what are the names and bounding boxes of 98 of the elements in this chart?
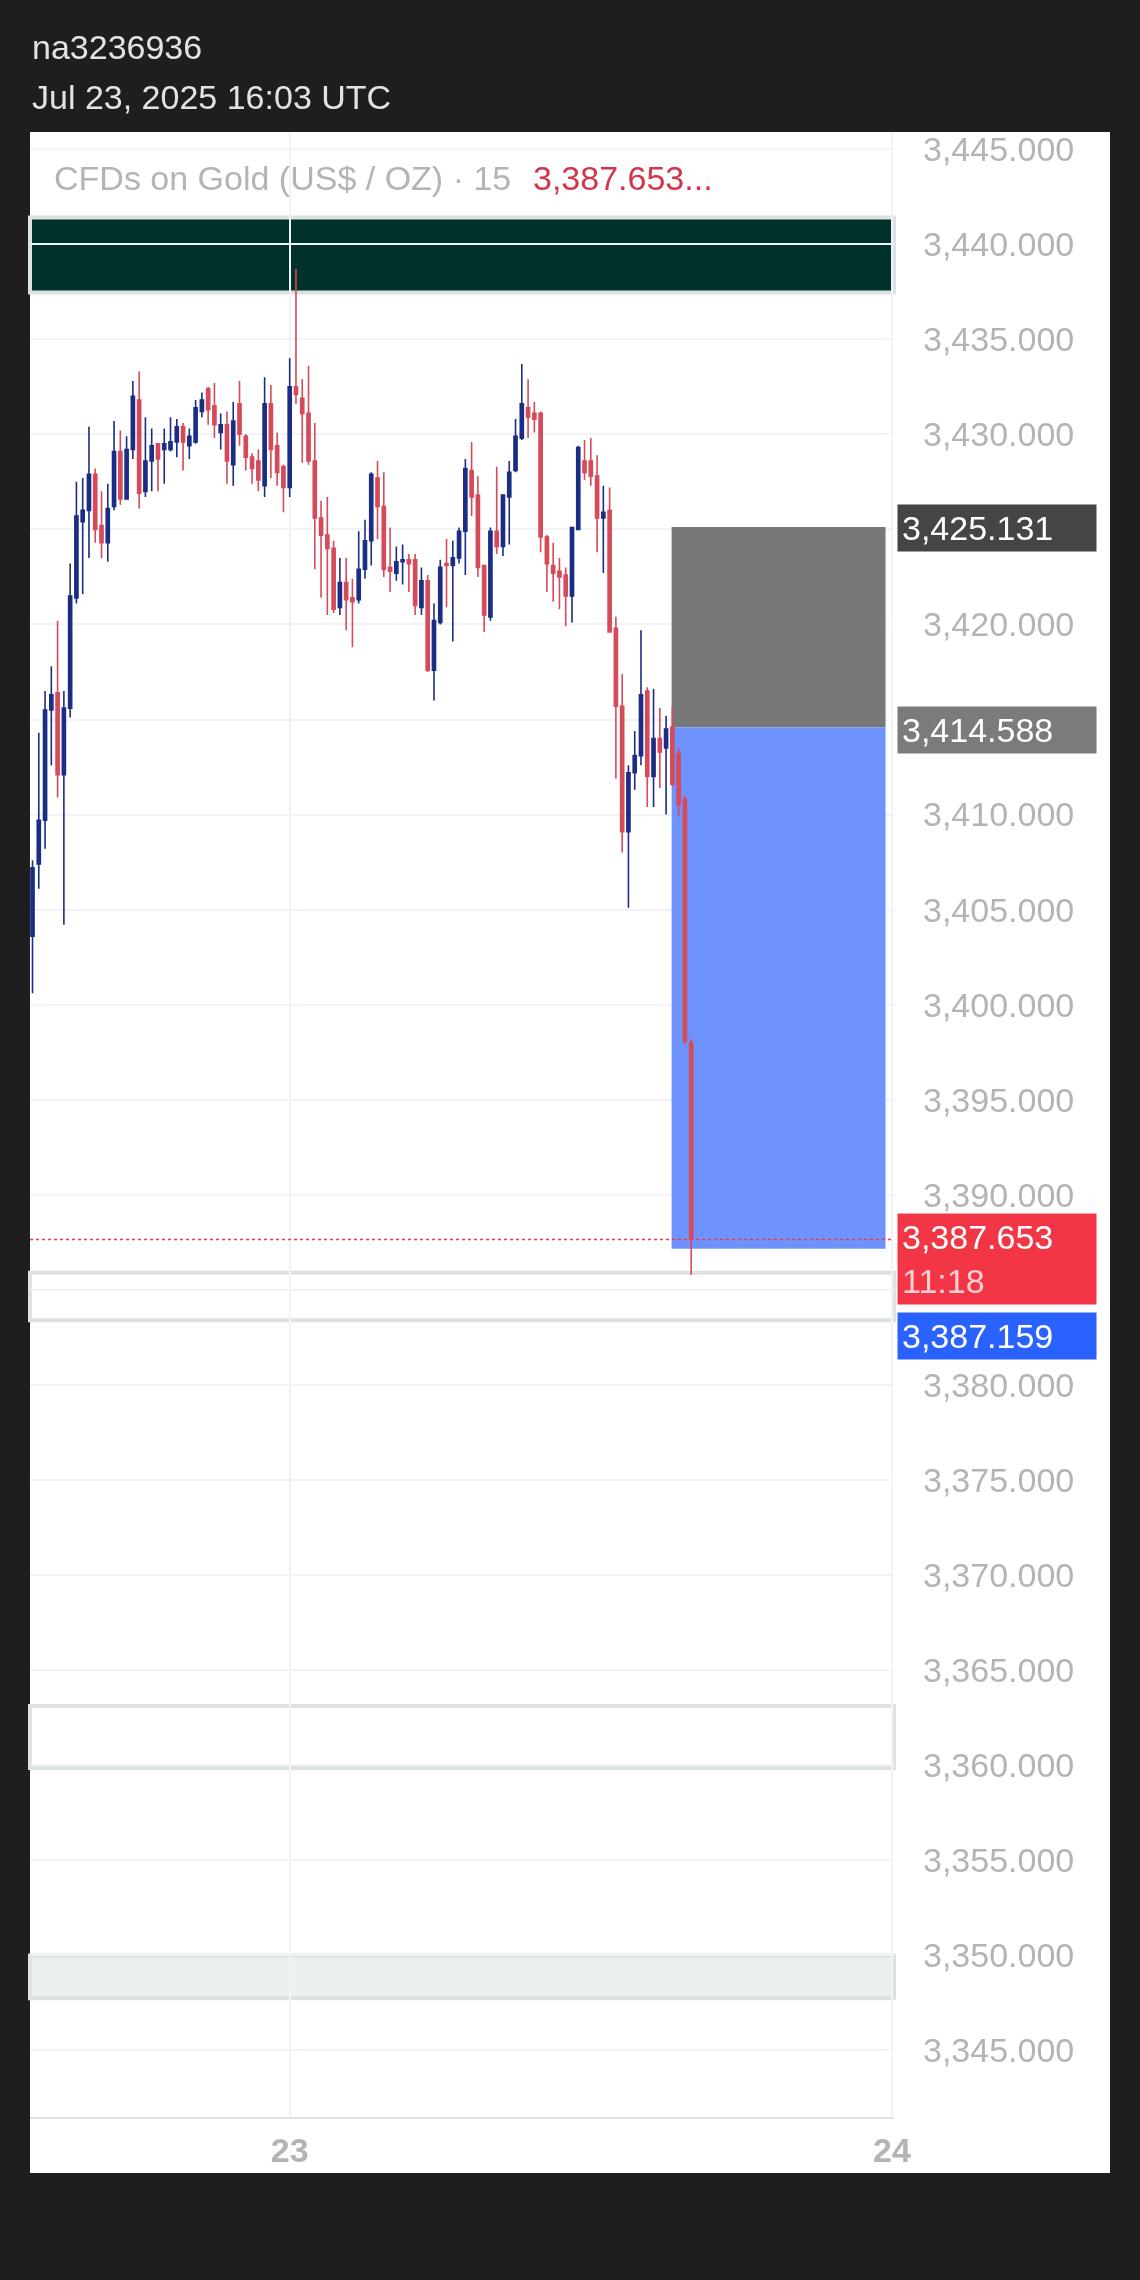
candlestick [638,629,644,766]
candlestick [218,412,224,451]
candlestick [494,465,500,555]
y-tick-label: 3,375.000 [923,1460,1075,1499]
candlestick [281,463,286,514]
candlestick [450,539,456,643]
y-tick-label: 3,365.000 [923,1651,1075,1690]
candlestick [444,538,449,609]
candlestick [488,526,493,622]
candlestick [544,534,550,593]
candlestick [30,859,35,995]
y-tick-label: 3,435.000 [923,320,1075,359]
y-tick-label: 3,350.000 [923,1936,1075,1975]
text: 3,387.159 [902,1317,1054,1355]
candlestick [230,401,236,487]
y-tick-label: 3,345.000 [923,2031,1075,2070]
candlestick [607,486,612,633]
candlestick [644,686,650,808]
candlestick [180,422,186,472]
candlestick [387,526,393,593]
candlestick [469,441,474,517]
x-tick-label: 24 [873,2130,911,2169]
y-tick-label: 3,355.000 [923,1841,1075,1880]
candlestick [419,566,424,616]
candlestick [274,431,280,487]
candlestick [356,530,362,605]
candlestick [456,526,462,565]
y-tick-label: 3,400.000 [923,985,1075,1024]
candlestick [224,410,230,485]
candlestick [500,494,506,557]
candlestick [249,452,255,485]
candlestick [368,471,374,567]
candlestick [406,553,412,593]
candlestick [688,1038,694,1276]
y-tick-label: 3,395.000 [923,1080,1075,1119]
y-tick-label: 3,390.000 [923,1175,1075,1214]
candlestick [105,482,111,563]
y-tick-label: 3,420.000 [923,605,1075,644]
candlestick [601,484,606,574]
candlestick [256,448,261,493]
candlestick [199,391,205,418]
candlestick [594,454,600,553]
candlestick [569,526,575,624]
text: 3,414.588 [902,711,1054,749]
candlestick [318,500,324,599]
candlestick [475,475,481,578]
x-tick-label: 23 [270,2130,309,2169]
candlestick [243,433,249,472]
candlestick [525,378,531,439]
y-tick-label: 3,430.000 [923,415,1075,454]
text: CFDs on Gold (US$ / OZ) · 15 [54,158,512,197]
candlestick [619,673,625,854]
candlestick [212,382,217,439]
text: 3,387.653... [533,159,713,197]
candlestick [155,443,161,493]
text: Jul 23, 2025 16:03 UTC [32,78,392,116]
candlestick [337,557,343,616]
candlestick [67,562,73,719]
candlestick [663,714,669,816]
candlestick [362,519,368,580]
candlestick [268,384,274,479]
candlestick [117,429,123,506]
y-tick-label: 3,380.000 [923,1365,1075,1404]
candlestick [287,357,293,498]
candlestick [136,370,142,510]
ref-line-label: 3,387.653 11:18 [902,1218,1054,1301]
candlestick [293,268,299,405]
candlestick [575,444,581,531]
candlestick [42,690,48,850]
candlestick [111,420,117,512]
candlestick [412,553,418,616]
candlestick [130,380,136,460]
y-tick-label: 3,360.000 [923,1746,1075,1785]
y-tick-label: 3,410.000 [923,795,1075,834]
candlestick [431,602,437,702]
y-tick-label: 3,440.000 [923,225,1075,264]
candlestick [55,619,60,799]
candlestick [124,435,129,500]
candlestick [657,707,663,789]
candlestick [506,460,512,546]
candlestick [86,425,92,559]
y-tick-label: 3,370.000 [923,1556,1075,1595]
text: na3236936 [32,28,203,66]
candlestick [463,458,468,576]
candlestick [61,690,67,926]
candlestick [481,564,487,633]
candlestick [437,559,443,626]
text: 3,425.131 [902,509,1054,547]
candlestick [425,574,431,673]
y-tick-label: 3,445.000 [923,130,1075,169]
candlestick [651,688,656,808]
y-tick-label: 3,405.000 [923,890,1075,929]
candlestick [613,616,619,780]
candlestick [48,665,54,766]
candlestick [36,732,42,890]
candlestick [205,385,211,426]
candlestick [262,376,267,498]
candlestick [237,380,242,447]
